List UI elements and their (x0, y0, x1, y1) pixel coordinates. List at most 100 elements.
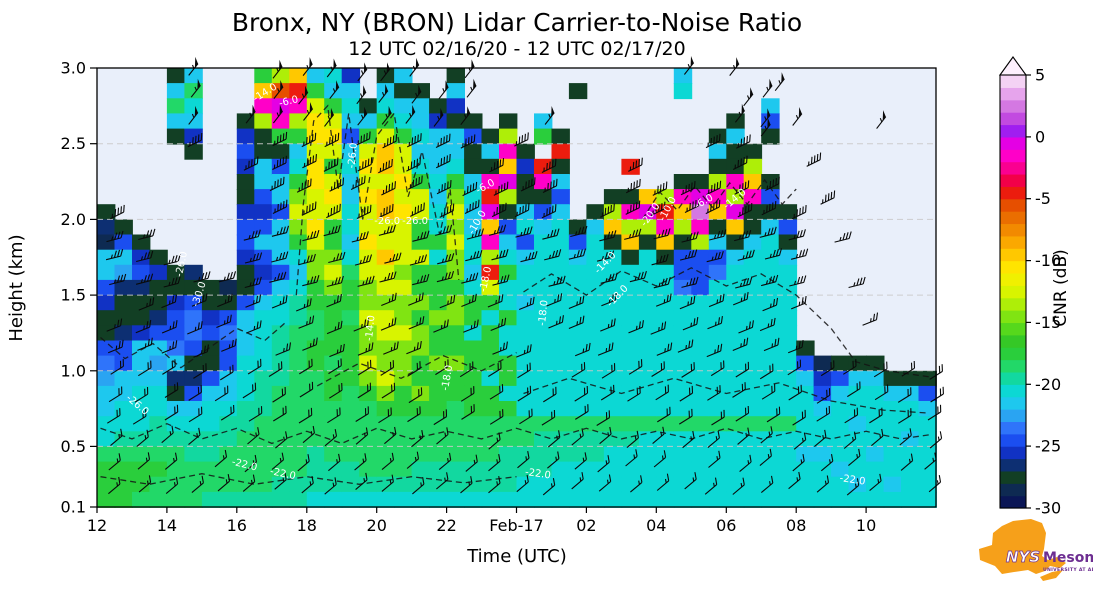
wind-barb-flag (384, 84, 388, 95)
cnr-cell (586, 491, 605, 508)
cnr-cell (341, 234, 361, 251)
cnr-cell (359, 476, 378, 493)
cnr-cell (499, 416, 518, 433)
wind-barb (271, 295, 288, 309)
cnr-cell (166, 83, 186, 100)
cnr-cell (446, 310, 465, 327)
cnr-cell (359, 416, 378, 433)
wind-barb (514, 202, 530, 218)
wind-barb (597, 342, 614, 356)
cnr-cell (254, 158, 273, 175)
wind-barb (380, 360, 395, 376)
colorbar-band (1000, 198, 1026, 212)
cnr-cell (499, 476, 518, 493)
cnr-cell (708, 325, 728, 342)
cnr-cell (603, 204, 623, 221)
wind-barb (355, 406, 369, 422)
cnr-cell (359, 279, 378, 296)
wind-barb (220, 404, 235, 421)
x-tick-label: 22 (436, 516, 456, 535)
wind-barb (487, 294, 504, 308)
cnr-cell (761, 355, 780, 372)
cnr-cell (883, 461, 902, 478)
cnr-cell (359, 461, 378, 478)
colorbar-band (1000, 186, 1026, 200)
cnr-cell (603, 461, 623, 478)
cnr-cell (726, 128, 745, 145)
cnr-cell (97, 219, 116, 236)
wind-barb (679, 408, 693, 425)
cnr-cell (324, 113, 343, 130)
cnr-cell (341, 219, 361, 236)
cnr-cell (341, 98, 361, 115)
cnr-cell (254, 461, 273, 478)
cnr-cell (516, 234, 535, 251)
wind-barb-flag (280, 80, 284, 91)
cnr-cell (568, 476, 588, 493)
cnr-cell (324, 340, 343, 357)
cnr-cell (831, 431, 850, 448)
cnr-cell (621, 370, 640, 387)
cnr-cell (708, 370, 728, 387)
cnr-cell (551, 401, 570, 417)
cnr-cell (568, 279, 588, 296)
x-tick-label: 14 (157, 516, 177, 535)
cnr-cell (499, 264, 518, 281)
wind-barb (814, 429, 827, 448)
cnr-cell (918, 401, 937, 417)
wind-barb (271, 225, 290, 237)
wind-barb-flag (335, 80, 339, 91)
cnr-cell (306, 446, 326, 463)
cnr-cell (341, 416, 361, 433)
cnr-cell (271, 355, 291, 372)
wind-barb (491, 202, 507, 218)
cnr-cell (149, 401, 168, 417)
cnr-cell (306, 310, 326, 327)
contour-line (100, 422, 933, 445)
wind-barb (488, 361, 502, 377)
cnr-cell (306, 83, 326, 100)
wind-barb (324, 114, 335, 127)
cnr-cell (831, 491, 850, 508)
cnr-cell (603, 189, 623, 206)
wind-barb (466, 228, 484, 240)
wind-barb (789, 275, 807, 287)
cnr-cell (236, 446, 256, 463)
cnr-cell (831, 355, 850, 372)
cnr-cell (429, 476, 448, 493)
cnr-cell (429, 355, 448, 372)
wind-barb (110, 359, 124, 375)
wind-barb (869, 407, 883, 424)
wind-barb (106, 230, 124, 243)
cnr-cell (446, 325, 465, 342)
cnr-cell (673, 370, 693, 387)
cnr-cell (464, 401, 483, 417)
wind-barb (460, 476, 473, 494)
wind-barb (461, 272, 479, 284)
wind-barb (217, 293, 233, 308)
wind-barb (106, 318, 123, 332)
cnr-cell (341, 295, 361, 312)
wind-barb (110, 428, 123, 447)
cnr-cell (673, 325, 693, 342)
cnr-cell (254, 295, 273, 312)
wind-barb-flag (309, 57, 313, 68)
cnr-cell (691, 325, 710, 342)
cnr-cell (324, 491, 343, 508)
cnr-cell (918, 385, 937, 402)
cnr-cell (691, 174, 710, 190)
wind-barb (439, 203, 455, 218)
wind-barb (193, 344, 209, 358)
cnr-cell (271, 189, 291, 206)
x-tick-label: 04 (646, 516, 666, 535)
cnr-cell (551, 219, 570, 236)
cnr-cell (743, 491, 763, 508)
wind-barb (323, 157, 339, 172)
wind-barb (625, 449, 638, 467)
wind-barb (295, 298, 312, 312)
cnr-cell (534, 174, 553, 190)
cnr-cell (499, 340, 518, 357)
wind-barb (657, 406, 671, 423)
cnr-cell (866, 491, 885, 508)
cnr-cell (446, 491, 465, 508)
